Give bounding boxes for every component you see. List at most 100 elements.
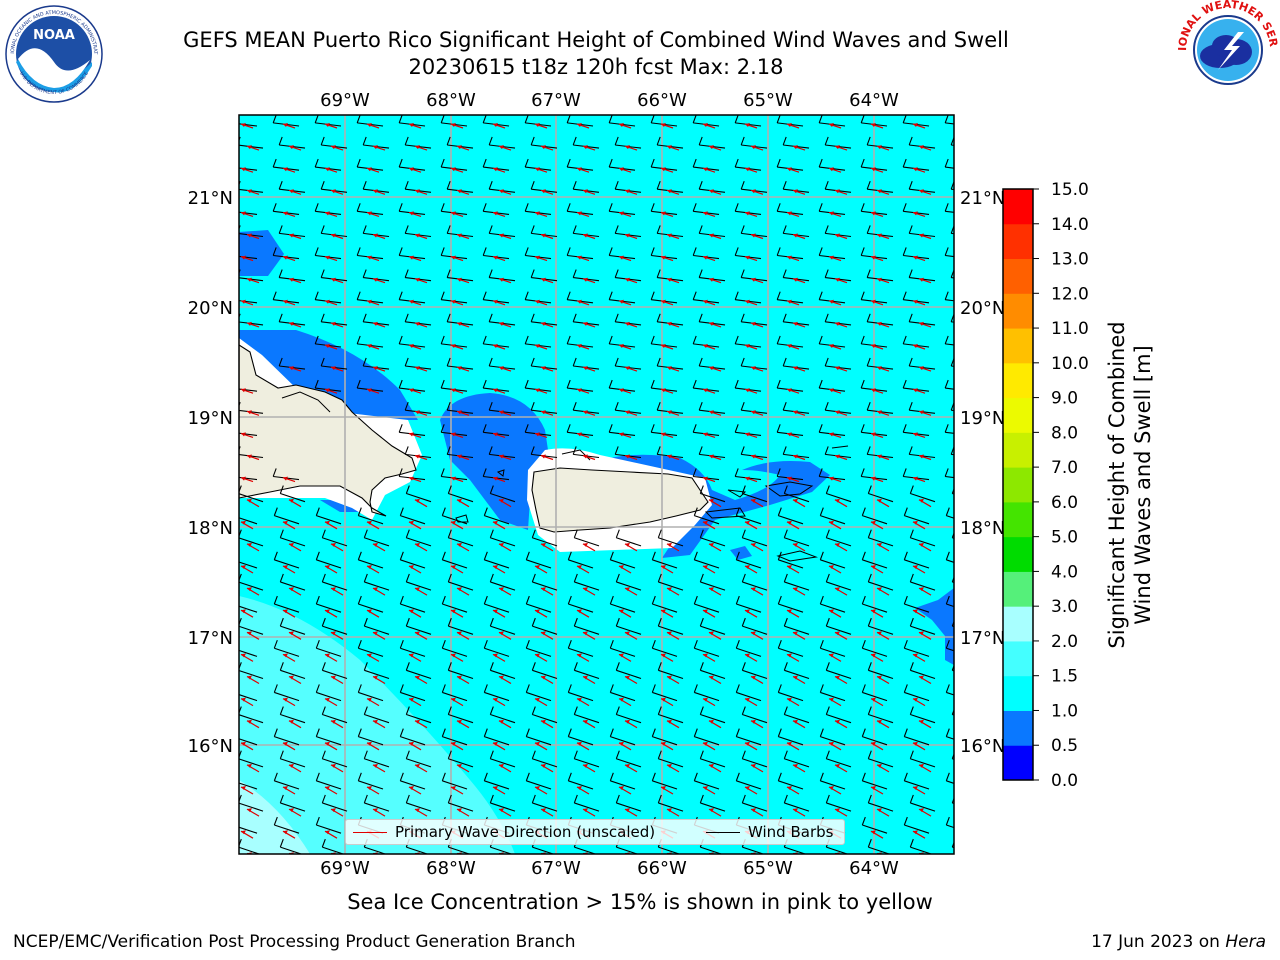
wind-barb bbox=[321, 617, 348, 635]
wind-barb bbox=[531, 794, 558, 812]
island-mona bbox=[496, 469, 505, 477]
wave-direction-arrow bbox=[708, 410, 722, 416]
wave-direction-arrow bbox=[366, 741, 380, 751]
wave-direction-arrow bbox=[786, 697, 800, 707]
wind-barb bbox=[699, 750, 726, 768]
wind-barb bbox=[951, 796, 954, 805]
lat-label-left: 16°N bbox=[188, 736, 233, 757]
wave-direction-arrow bbox=[450, 565, 464, 574]
wave-direction-arrow bbox=[750, 366, 764, 372]
wave-direction-arrow bbox=[870, 299, 884, 306]
wind-barb bbox=[573, 750, 600, 768]
wind-barb bbox=[405, 617, 432, 635]
wave-direction-arrow bbox=[540, 808, 554, 817]
wave-direction-arrow bbox=[744, 786, 758, 795]
wind-barb bbox=[867, 662, 894, 680]
wind-barb bbox=[783, 662, 810, 680]
wave-direction-arrow bbox=[492, 520, 506, 530]
wind-barb bbox=[783, 485, 810, 503]
colorbar-bin bbox=[1003, 571, 1033, 607]
wave-direction-arrow bbox=[288, 542, 302, 552]
wind-barb bbox=[239, 517, 258, 525]
wave-direction-arrow bbox=[576, 786, 590, 795]
wave-direction-arrow bbox=[492, 741, 506, 751]
wave-direction-arrow bbox=[288, 498, 302, 508]
wind-barb bbox=[321, 706, 348, 724]
wind-barb bbox=[483, 551, 510, 569]
wave-direction-arrow bbox=[834, 233, 848, 240]
wind-barb bbox=[735, 728, 762, 746]
wave-direction-arrow bbox=[408, 388, 422, 394]
wind-barb bbox=[441, 595, 468, 613]
wind-barb bbox=[279, 794, 306, 812]
wind-barb bbox=[944, 291, 954, 302]
wave-direction-arrow bbox=[372, 145, 386, 151]
wave-band-0.5-1.0-mona bbox=[440, 393, 548, 530]
wave-direction-arrow bbox=[576, 609, 590, 618]
wave-direction-arrow bbox=[540, 675, 554, 685]
wave-direction-arrow bbox=[618, 741, 632, 751]
colorbar-tick-label: 8.0 bbox=[1051, 423, 1078, 443]
wind-barb bbox=[357, 551, 384, 569]
wave-direction-arrow bbox=[456, 631, 470, 640]
wave-direction-arrow bbox=[282, 476, 296, 483]
wave-direction-arrow bbox=[324, 167, 338, 173]
wave-direction-arrow bbox=[330, 189, 344, 195]
noaa-logo-text: NOAA bbox=[33, 28, 75, 43]
wave-direction-arrow bbox=[240, 741, 254, 751]
wave-direction-arrow bbox=[624, 587, 638, 596]
wave-direction-arrow bbox=[582, 587, 596, 596]
wave-direction-arrow bbox=[240, 123, 254, 129]
lat-label-right: 19°N bbox=[960, 408, 1005, 429]
wave-direction-arrow bbox=[792, 454, 806, 461]
wind-barb bbox=[399, 728, 426, 746]
wave-direction-arrow bbox=[246, 277, 260, 284]
wave-direction-arrow bbox=[324, 830, 338, 839]
wave-direction-arrow bbox=[624, 366, 638, 372]
wave-direction-arrow bbox=[456, 189, 470, 195]
wave-direction-arrow bbox=[870, 653, 884, 662]
lon-label-top: 64°W bbox=[849, 90, 899, 111]
wind-barb bbox=[531, 617, 558, 635]
wave-direction-arrow bbox=[786, 299, 800, 306]
wave-direction-arrow bbox=[582, 410, 596, 416]
wind-barb bbox=[279, 573, 306, 591]
chart-title: GEFS MEAN Puerto Rico Significant Height… bbox=[183, 28, 1009, 52]
wind-barb bbox=[861, 728, 888, 746]
wind-barb bbox=[944, 335, 954, 346]
wind-barb bbox=[909, 794, 936, 812]
wind-barb bbox=[951, 841, 954, 849]
wave-direction-arrow bbox=[744, 211, 758, 217]
wave-direction-arrow bbox=[246, 808, 260, 817]
lat-label-right: 20°N bbox=[960, 298, 1005, 319]
wave-direction-arrow bbox=[282, 211, 296, 217]
wind-barb bbox=[405, 485, 432, 503]
wind-barb bbox=[783, 573, 810, 591]
wave-direction-arrow bbox=[786, 388, 800, 394]
wave-direction-arrow bbox=[450, 167, 464, 173]
wave-direction-arrow bbox=[492, 653, 506, 662]
wind-barb bbox=[693, 640, 720, 657]
wave-direction-arrow bbox=[372, 233, 386, 240]
wind-barb bbox=[950, 269, 954, 279]
wave-direction-arrow bbox=[582, 145, 596, 151]
wave-direction-arrow bbox=[408, 476, 422, 483]
wave-direction-arrow bbox=[955, 256, 967, 261]
wave-direction-arrow bbox=[624, 763, 638, 773]
wave-direction-arrow bbox=[288, 808, 302, 817]
wave-direction-arrow bbox=[450, 476, 464, 483]
wind-barb bbox=[525, 684, 552, 702]
wave-direction-arrow bbox=[456, 321, 470, 328]
wave-direction-arrow bbox=[955, 123, 967, 128]
wave-direction-arrow bbox=[876, 145, 890, 151]
wave-direction-arrow bbox=[792, 631, 806, 640]
wind-barb bbox=[657, 573, 684, 591]
wind-barb bbox=[239, 694, 258, 702]
lat-labels-right: 21°N 20°N 19°N 18°N 17°N 16°N bbox=[960, 188, 1005, 757]
wind-barb bbox=[825, 617, 852, 635]
wind-barb bbox=[735, 640, 762, 657]
wave-direction-arrow bbox=[792, 808, 806, 817]
wind-barb bbox=[489, 485, 516, 503]
wind-barb bbox=[944, 247, 954, 258]
wind-barb bbox=[531, 573, 558, 591]
